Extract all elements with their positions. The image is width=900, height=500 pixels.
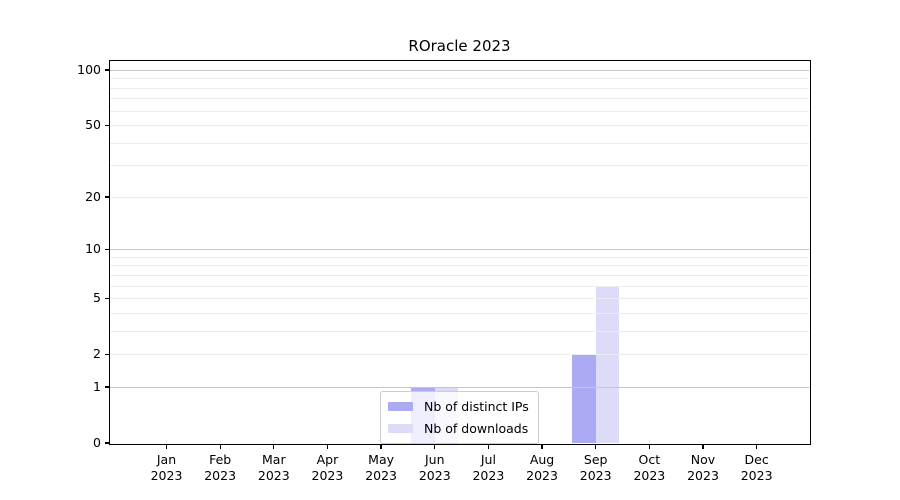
- x-tick-label-year: 2023: [311, 467, 344, 483]
- x-tick-may: [380, 444, 382, 449]
- y-tick-1: [104, 386, 109, 388]
- minor-gridline-5: [110, 298, 809, 300]
- y-tick-2: [104, 353, 109, 355]
- x-tick-label-mar: Mar 2023: [242, 452, 306, 483]
- x-tick-label-year: 2023: [579, 467, 612, 483]
- x-tick-sep: [595, 444, 597, 449]
- plot-area: 0 1 2 5 10 20 50 100 Jan 2023 Feb 2023 Mar 2023 Apr 202…: [77, 59, 811, 483]
- y-tick-label-100: 100: [77, 62, 101, 77]
- bar-downloads-sep: [595, 285, 620, 443]
- minor-gridline-6: [110, 285, 809, 287]
- minor-gridline-80: [110, 87, 809, 89]
- x-tick-label-year: 2023: [633, 467, 666, 483]
- x-tick-label-jun: Jun 2023: [403, 452, 467, 483]
- y-tick-5: [104, 297, 109, 299]
- minor-gridline-8: [110, 265, 809, 267]
- x-tick-label-year: 2023: [740, 467, 773, 483]
- minor-gridline-4: [110, 312, 809, 314]
- x-tick-label-aug: Aug 2023: [510, 452, 574, 483]
- x-tick-nov: [702, 444, 704, 449]
- minor-gridline-90: [110, 78, 809, 80]
- x-tick-label-year: 2023: [418, 467, 451, 483]
- x-tick-aug: [541, 444, 543, 449]
- y-tick-label-0: 0: [93, 435, 101, 450]
- x-tick-apr: [326, 444, 329, 449]
- x-tick-label-oct: Oct 2023: [617, 452, 681, 483]
- major-gridline-1: [110, 386, 809, 388]
- x-tick-label-year: 2023: [257, 467, 290, 483]
- y-tick-label-5: 5: [93, 290, 101, 306]
- x-tick-label-jan: Jan 2023: [135, 452, 199, 483]
- x-tick-label-year: 2023: [526, 467, 558, 483]
- x-tick-feb: [219, 444, 221, 449]
- legend-swatch-distinct-ips-icon: [388, 402, 413, 411]
- x-tick-label-feb: Feb 2023: [188, 452, 252, 483]
- y-tick-label-50: 50: [85, 117, 101, 133]
- x-tick-mar: [273, 444, 275, 449]
- x-tick-label-sep: Sep 2023: [564, 452, 628, 483]
- y-tick-label-2: 2: [93, 346, 101, 362]
- major-gridline-100: [110, 70, 809, 71]
- x-tick-jul: [487, 444, 490, 449]
- y-tick-100: [104, 69, 109, 71]
- y-tick-10: [104, 248, 109, 250]
- minor-gridline-3: [110, 330, 809, 332]
- legend-swatch-downloads-icon: [388, 424, 413, 433]
- x-tick-jan: [165, 444, 168, 449]
- minor-gridline-60: [110, 110, 809, 112]
- legend-label-downloads: Nb of downloads: [424, 421, 529, 436]
- x-tick-label-apr: Apr 2023: [295, 452, 359, 483]
- minor-gridline-2: [110, 354, 809, 356]
- x-tick-jun: [434, 444, 436, 449]
- minor-gridline-50: [110, 125, 809, 127]
- x-tick-oct: [648, 444, 650, 449]
- x-tick-label-year: 2023: [204, 467, 237, 483]
- minor-gridline-20: [110, 196, 809, 198]
- x-tick-label-jul: Jul 2023: [456, 452, 520, 483]
- minor-gridline-30: [110, 165, 809, 167]
- x-tick-label-year: 2023: [150, 467, 183, 483]
- x-tick-label-nov: Nov 2023: [671, 452, 735, 483]
- legend: Nb of distinct IPs Nb of downloads: [380, 391, 539, 444]
- minor-gridline-70: [110, 98, 809, 100]
- x-tick-label-year: 2023: [365, 467, 397, 483]
- x-tick-label-may: May 2023: [349, 452, 413, 483]
- x-tick-dec: [756, 444, 758, 449]
- legend-label-distinct-ips: Nb of distinct IPs: [424, 399, 529, 414]
- y-tick-label-20: 20: [85, 188, 101, 204]
- minor-gridline-7: [110, 274, 809, 276]
- x-tick-label-dec: Dec 2023: [725, 452, 789, 483]
- y-tick-50: [104, 124, 109, 126]
- y-tick-0: [104, 442, 109, 444]
- bar-distinct-ips-sep: [572, 354, 596, 443]
- chart-title: ROracle 2023: [408, 37, 511, 55]
- y-tick-label-1: 1: [93, 378, 101, 394]
- x-tick-label-year: 2023: [472, 467, 505, 483]
- minor-gridline-9: [110, 256, 809, 258]
- legend-row-distinct-ips: Nb of distinct IPs: [388, 397, 529, 416]
- legend-row-downloads: Nb of downloads: [388, 419, 529, 438]
- x-tick-label-year: 2023: [687, 467, 719, 483]
- minor-gridline-40: [110, 142, 809, 144]
- y-tick-20: [104, 196, 109, 198]
- major-gridline-10: [110, 249, 809, 251]
- y-tick-label-10: 10: [85, 241, 101, 257]
